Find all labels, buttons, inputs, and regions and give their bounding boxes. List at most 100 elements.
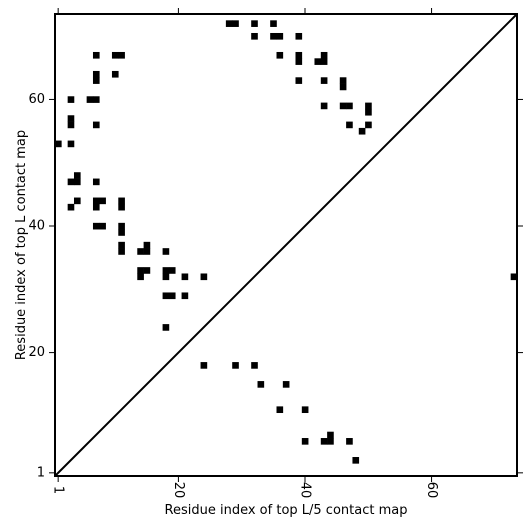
- contact-cell-top-l: [168, 292, 176, 300]
- contact-cell-top-l: [73, 197, 81, 205]
- contact-cell-top-l: [365, 108, 372, 116]
- contact-cell-top-l: [295, 77, 303, 84]
- contact-cell-top-l: [92, 77, 100, 84]
- contact-cell-top-l: [111, 70, 119, 78]
- contact-cell-top-l: [365, 102, 372, 110]
- contact-cell-top-l: [86, 96, 94, 103]
- contact-cell-top-l: [339, 77, 347, 84]
- contact-cell-top-l: [162, 248, 170, 255]
- contact-cell-top-l: [339, 102, 347, 110]
- contact-cell-top-l: [320, 58, 328, 65]
- contact-cell-top-l5: [282, 381, 290, 388]
- contact-cell-top-l: [295, 51, 303, 59]
- y-tick-label: 20: [28, 345, 45, 360]
- contact-cell-top-l: [118, 248, 125, 255]
- contact-cell-top-l: [143, 248, 151, 255]
- contact-cell-top-l: [232, 20, 239, 27]
- contact-cell-top-l: [118, 51, 125, 59]
- contact-cell-top-l5: [327, 438, 334, 445]
- contact-cell-top-l: [92, 70, 100, 78]
- contact-cell-top-l: [92, 203, 100, 211]
- contact-cell-top-l: [251, 32, 258, 40]
- contact-cell-top-l: [73, 178, 81, 186]
- contact-cell-top-l: [270, 20, 277, 27]
- contact-cell-top-l: [339, 83, 347, 91]
- contact-cell-top-l5: [257, 381, 265, 388]
- contact-cell-top-l: [143, 267, 151, 274]
- contact-cell-top-l: [73, 172, 81, 179]
- contact-cell-top-l5: [251, 362, 258, 369]
- axis-ticks: 1 20 40 60 1 20 40 60: [28, 8, 523, 498]
- contact-cell-top-l5: [327, 431, 334, 439]
- contact-cell-top-l: [111, 51, 119, 59]
- contact-cell-top-l: [181, 292, 189, 300]
- contact-cell-top-l: [270, 32, 277, 40]
- contact-cells: [55, 20, 518, 464]
- y-axis-label: Residue index of top L contact map: [14, 130, 29, 360]
- contact-cell-top-l5: [276, 406, 284, 414]
- contact-cell-top-l: [92, 222, 100, 230]
- y-tick-label: 1: [37, 465, 45, 480]
- diagonal-line: [54, 13, 518, 477]
- contact-cell-top-l5: [301, 406, 309, 414]
- contact-cell-top-l: [320, 77, 328, 84]
- x-tick-label: 1: [51, 486, 66, 494]
- contact-cell-top-l: [99, 197, 106, 205]
- contact-cell-top-l: [67, 203, 75, 211]
- contact-cell-top-l5: [352, 457, 360, 464]
- x-tick-label: 60: [424, 482, 439, 499]
- contact-cell-top-l: [346, 121, 353, 129]
- contact-cell-top-l: [67, 178, 75, 186]
- contact-cell-top-l5: [320, 438, 328, 445]
- contact-cell-top-l: [118, 203, 125, 211]
- contact-cell-top-l: [92, 197, 100, 205]
- contact-cell-top-l: [67, 140, 75, 148]
- contact-cell-top-l: [92, 178, 100, 186]
- contact-cell-top-l: [67, 96, 75, 103]
- contact-cell-top-l: [67, 115, 75, 122]
- contact-cell-top-l: [162, 273, 170, 281]
- contact-cell-top-l: [314, 58, 322, 65]
- contact-cell-top-l5: [510, 273, 518, 281]
- contact-cell-top-l: [143, 241, 151, 249]
- x-axis-label: Residue index of top L/5 contact map: [165, 503, 408, 518]
- contact-cell-top-l: [92, 96, 100, 103]
- y-tick-label: 60: [28, 92, 45, 107]
- contact-cell-top-l: [137, 273, 144, 281]
- contact-cell-top-l5: [200, 362, 208, 369]
- contact-cell-top-l5: [301, 438, 309, 445]
- contact-cell-top-l5: [346, 438, 353, 445]
- contact-cell-top-l: [55, 140, 62, 148]
- contact-cell-top-l: [162, 324, 170, 331]
- contact-cell-top-l: [67, 121, 75, 129]
- contact-cell-top-l: [365, 121, 372, 129]
- x-tick-label: 40: [297, 482, 312, 499]
- contact-cell-top-l: [118, 222, 125, 230]
- contact-cell-top-l: [137, 267, 144, 274]
- contact-cell-top-l: [92, 121, 100, 129]
- contact-cell-top-l: [295, 58, 303, 65]
- contact-cell-top-l: [162, 267, 170, 274]
- contact-cell-top-l: [276, 51, 284, 59]
- contact-cell-top-l: [181, 273, 189, 281]
- contact-cell-top-l: [118, 241, 125, 249]
- contact-cell-top-l: [118, 197, 125, 205]
- contact-cell-top-l: [225, 20, 233, 27]
- contact-cell-top-l: [162, 292, 170, 300]
- contact-cell-top-l: [99, 222, 106, 230]
- contact-cell-top-l: [251, 20, 258, 27]
- contact-cell-top-l: [358, 127, 366, 135]
- y-tick-label: 40: [28, 219, 45, 234]
- contact-cell-top-l: [200, 273, 208, 281]
- contact-cell-top-l: [118, 229, 125, 236]
- contact-cell-top-l5: [232, 362, 239, 369]
- x-tick-label: 20: [171, 482, 186, 499]
- contact-cell-top-l: [346, 102, 353, 110]
- contact-cell-top-l: [92, 51, 100, 59]
- plot-frame: [54, 13, 518, 477]
- contact-cell-top-l: [320, 102, 328, 110]
- contact-cell-top-l: [276, 32, 284, 40]
- contact-cell-top-l: [168, 267, 176, 274]
- contact-cell-top-l: [320, 51, 328, 59]
